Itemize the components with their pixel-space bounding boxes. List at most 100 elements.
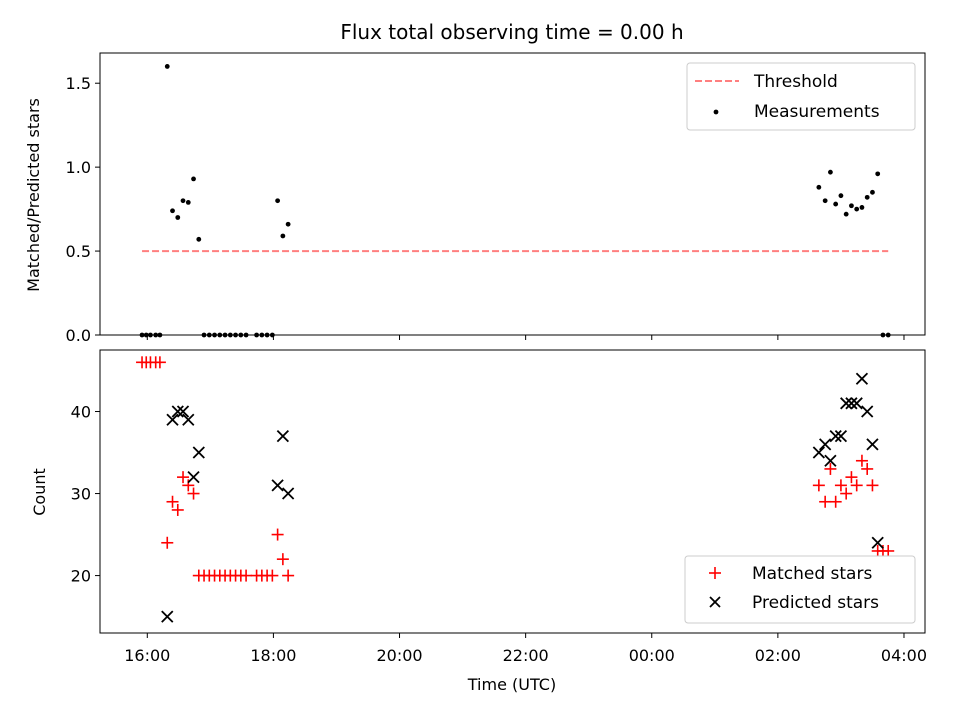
matched-star-point	[861, 462, 874, 475]
measurement-point	[170, 208, 175, 214]
measurement-point	[280, 233, 286, 239]
measurement-point	[854, 206, 860, 212]
predicted-star-point	[276, 429, 290, 443]
legend-predicted-label: Predicted stars	[752, 593, 879, 613]
matched-star-point	[187, 487, 200, 500]
measurement-point	[828, 169, 833, 175]
predicted-star-point	[866, 438, 879, 451]
top-legend: Threshold Measurements	[686, 62, 916, 131]
legend-predicted-swatch	[709, 596, 721, 608]
measurement-point	[864, 194, 870, 200]
top-panel-frame	[99, 52, 926, 336]
matched-star-point	[276, 553, 289, 566]
matched-star-point	[161, 536, 174, 549]
top-y-tick-label: 0.0	[66, 326, 91, 345]
x-tick-label: 16:00	[124, 646, 170, 665]
legend-threshold-label: Threshold	[753, 72, 838, 92]
chart-title: Flux total observing time = 0.00 h	[340, 20, 683, 44]
measurement-point	[838, 193, 844, 199]
matched-star-point	[166, 495, 179, 508]
top-y-tick-label: 1.5	[66, 74, 91, 93]
bottom-y-axis-title: Count	[30, 468, 49, 516]
matched-star-point	[282, 569, 295, 582]
top-panel-plot-area: 0.0 0.5 1.0 1.5	[66, 64, 905, 345]
measurement-point	[191, 176, 196, 182]
measurement-point	[859, 205, 865, 210]
measurement-point	[833, 201, 839, 207]
measurement-point	[816, 184, 822, 190]
measurement-point	[843, 211, 849, 217]
measurement-point	[164, 64, 170, 69]
top-y-tick-label: 1.0	[66, 158, 91, 177]
predicted-star-point	[871, 536, 884, 549]
legend-matched-label: Matched stars	[752, 564, 872, 584]
x-tick-label: 02:00	[755, 646, 801, 665]
matched-star-point	[812, 479, 825, 492]
x-tick-label: 20:00	[376, 646, 422, 665]
predicted-star-point	[840, 397, 853, 410]
x-tick-label: 18:00	[250, 646, 296, 665]
legend-matched-swatch	[709, 567, 721, 579]
matched-star-point	[882, 544, 895, 557]
measurement-point	[870, 189, 875, 195]
matched-star-point	[171, 503, 184, 516]
bottom-legend-box	[684, 555, 916, 624]
bottom-y-tick-label: 40	[71, 403, 91, 422]
predicted-star-point	[192, 446, 205, 459]
matched-star-point	[866, 479, 879, 492]
bottom-panel-plot-area: 20 30 40 16:00 18:00 20:00 22:00 00:00 02:00 04:0…	[71, 356, 927, 665]
predicted-star-point	[271, 479, 284, 492]
measurement-point	[285, 221, 291, 227]
bottom-y-tick-label: 20	[71, 567, 91, 586]
predicted-star-point	[829, 429, 842, 443]
x-tick-label: 04:00	[881, 646, 927, 665]
matched-star-point	[240, 569, 253, 582]
predicted-star-point	[819, 438, 832, 451]
matched-star-point	[840, 487, 853, 500]
predicted-star-point	[855, 372, 869, 385]
predicted-star-point	[845, 397, 858, 410]
predicted-star-point	[187, 471, 200, 484]
matched-star-point	[829, 495, 842, 508]
measurement-point	[849, 203, 854, 209]
x-tick-label: 22:00	[503, 646, 549, 665]
matched-star-point	[850, 479, 863, 492]
bottom-legend: Matched stars Predicted stars	[684, 555, 916, 624]
matched-star-point	[271, 528, 284, 541]
bottom-panel-frame	[99, 349, 926, 634]
predicted-star-point	[166, 413, 179, 426]
series-matched-stars	[136, 356, 895, 582]
predicted-star-point	[861, 405, 874, 418]
measurement-point	[822, 198, 828, 204]
measurement-point	[175, 215, 181, 220]
predicted-star-point	[824, 454, 837, 467]
legend-measurements-swatch	[713, 109, 719, 115]
measurement-point	[185, 199, 191, 205]
predicted-star-point	[850, 397, 863, 410]
predicted-star-point	[834, 429, 848, 443]
top-y-tick-label: 0.5	[66, 242, 91, 261]
measurement-point	[196, 236, 202, 242]
top-legend-box	[686, 62, 916, 131]
matched-star-point	[819, 495, 832, 508]
series-predicted-stars	[161, 372, 884, 623]
matched-star-point	[855, 454, 868, 467]
matched-star-point	[177, 471, 190, 484]
matched-star-point	[845, 471, 858, 484]
x-axis-title: Time (UTC)	[467, 675, 556, 694]
top-y-axis-title: Matched/Predicted stars	[24, 98, 43, 292]
matched-star-point	[266, 569, 279, 582]
predicted-star-point	[812, 446, 825, 459]
measurement-point	[180, 198, 186, 204]
legend-measurements-label: Measurements	[754, 102, 880, 122]
measurement-point	[275, 198, 281, 204]
measurement-point	[875, 171, 881, 177]
predicted-star-point	[182, 413, 195, 426]
predicted-star-point	[176, 405, 190, 418]
x-tick-label: 00:00	[629, 646, 675, 665]
predicted-star-point	[171, 405, 184, 418]
predicted-star-point	[281, 487, 295, 500]
matched-star-point	[834, 479, 847, 492]
bottom-y-tick-label: 30	[71, 485, 91, 504]
